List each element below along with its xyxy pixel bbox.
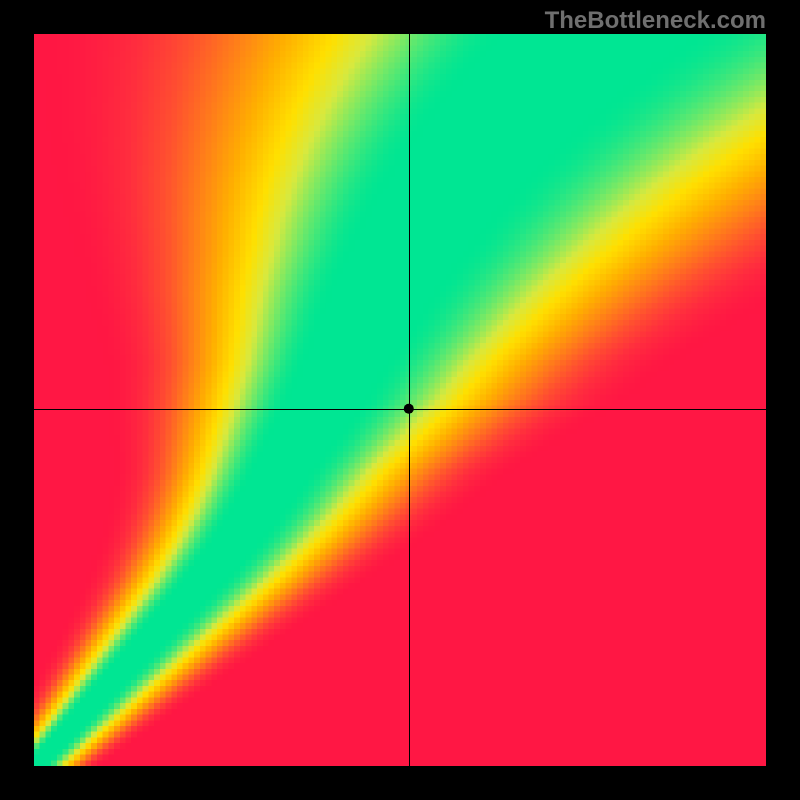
overlay-canvas xyxy=(34,34,766,766)
watermark-text: TheBottleneck.com xyxy=(545,7,766,35)
chart-stage: TheBottleneck.com xyxy=(0,0,800,800)
